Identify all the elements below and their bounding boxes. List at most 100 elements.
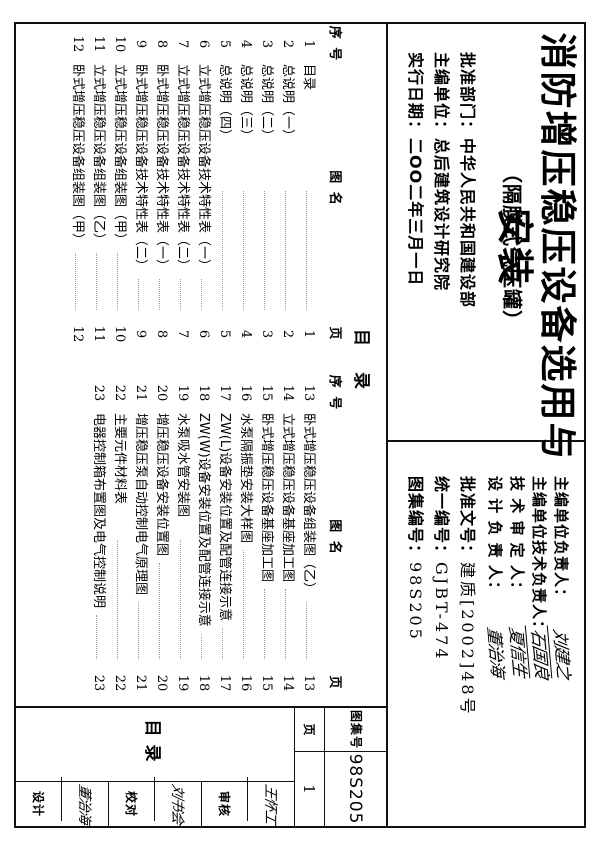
atlas-number-label: 图集号 [325,708,386,752]
toc-seq: 9 [133,39,148,49]
toc-row[interactable]: 17 ZW(L)设备安装位置及配管连接示意 17 [217,373,239,704]
toc-name: 总说明（一） [280,64,295,143]
unified-no-row: 统一编号：GJBT-474 [428,476,454,717]
toc-name: 总说明（二） [259,64,274,143]
effective-date-row: 实行日期：二OO二年三月一日 [402,52,428,308]
toc-page: 2 [280,329,295,339]
toc-name: 卧式增压稳压设备技术特性表（二） [133,64,148,273]
toc-heading: 目 录 [351,329,371,399]
toc-seq: 21 [133,384,148,402]
toc-seq: 3 [259,39,274,49]
toc-row[interactable]: 14 立式增压稳压设备基座加工图 14 [280,373,302,704]
toc-row[interactable]: 18 ZW(W)设备安装位置及配管连接示意 18 [196,373,218,704]
toc-page: 1 [301,329,316,339]
approval-doc-no-label: 批准文号： [458,476,477,562]
toc-leader-dots [222,190,223,310]
effective-date-label: 实行日期： [406,52,426,138]
toc-page: 18 [196,674,211,692]
toc-leader-dots [264,589,265,659]
toc-column-left: 序 号 图 名 页 1 目录 1 2 总说明（一） 2 3 总说明（二） 3 4 总说明（三）… [70,24,346,355]
approval-meta-right: 批准文号：建质[2002]48号 统一编号：GJBT-474 图集编号：98S2… [402,476,480,717]
toc-seq: 10 [112,35,127,53]
toc-row[interactable]: 2 总说明（一） 2 [280,24,302,355]
toc-row[interactable]: 22 主要元件材料表 22 [112,373,134,704]
atlas-number-row: 图集号 98S205 [324,708,386,826]
toc-seq: 16 [238,384,253,402]
drawing-name: 目录 [16,708,294,782]
toc-page: 7 [175,329,190,339]
toc-name: 立式增压稳压设备技术特性表（一） [196,64,211,273]
toc-page: 9 [133,329,148,339]
toc-page: 5 [217,329,232,339]
toc-row[interactable]: 9 卧式增压稳压设备技术特性表（二） 9 [133,24,155,355]
toc-row[interactable]: 1 目录 1 [301,24,323,355]
toc-page: 15 [259,674,274,692]
title-block-body: 目录 王怀工 审核 刘书会 校对 董治海 设计 [16,708,294,831]
approval-dept-value: 中华人民共和国建设部 [458,138,477,309]
table-of-contents: 目 录 序 号 图 名 页 1 目录 1 2 总说明（一） 2 3 总说明（二） 3 4 总说… [14,24,386,704]
toc-row[interactable]: 15 卧式增压稳压设备基座加工图 15 [259,373,281,704]
toc-name: 总说明（四） [217,64,232,143]
toc-leader-dots [243,550,244,659]
toc-columns: 序 号 图 名 页 1 目录 1 2 总说明（一） 2 3 总说明（二） 3 4 总说明（三）… [70,24,346,704]
toc-name: 总说明（三） [238,64,253,143]
toc-leader-dots [75,253,76,310]
toc-column-right: 序 号 图 名 页 13 卧式增压稳压设备组装图（乙） 13 14 立式增压稳压设备基… [71,373,346,704]
toc-seq: 12 [70,35,85,53]
toc-row[interactable]: 23 电器控制箱布置图及电气控制说明 23 [91,373,113,704]
toc-header-page: 页 [327,326,342,342]
toc-row[interactable]: 19 水泵吸水管安装图 19 [175,373,197,704]
toc-name: 增压稳压泵自动控制电气原理图 [133,413,148,596]
signature-handwritten: 董治海 [61,777,108,831]
toc-row[interactable]: 16 水泵隔振垫安装大样图 16 [238,373,260,704]
toc-row[interactable]: 21 增压稳压泵自动控制电气原理图 21 [133,373,155,704]
signature-handwritten: 董治海 [482,625,508,678]
toc-page: 23 [91,674,106,692]
toc-row[interactable]: 20 增压稳压设备安装位置图 20 [154,373,176,704]
toc-row[interactable]: 10 立式增压稳压设备组装图（甲） 10 [112,24,134,355]
toc-row[interactable]: 3 总说明（二） 3 [259,24,281,355]
toc-page: 19 [175,674,190,692]
toc-seq: 23 [91,384,106,402]
signature-handwritten: 王怀工 [247,777,294,831]
toc-page: 22 [112,674,127,692]
toc-leader-dots [180,279,181,310]
approval-doc-no-row: 批准文号：建质[2002]48号 [454,476,480,717]
toc-header-seq: 序 号 [327,374,342,412]
toc-row[interactable]: 11 立式增压稳压设备组装图（乙） 11 [91,24,113,355]
toc-name: 电器控制箱布置图及电气控制说明 [91,413,106,609]
toc-row[interactable]: 6 立式增压稳压设备技术特性表（一） 6 [196,24,218,355]
toc-seq: 17 [217,384,232,402]
atlas-no-label: 图集编号： [406,476,426,562]
toc-leader-dots [264,190,265,310]
toc-name: 增压稳压设备安装位置图 [154,413,169,557]
toc-name: 立式增压稳压设备技术特性表（二） [175,64,190,273]
toc-name: ZW(W)设备安装位置及配管连接示意 [196,413,211,627]
toc-name: 水泵隔振垫安装大样图 [238,413,253,544]
toc-page: 8 [154,329,169,339]
toc-leader-dots [159,279,160,310]
toc-page: 14 [280,674,295,692]
toc-seq: 6 [196,39,211,49]
toc-row[interactable]: 7 立式增压稳压设备技术特性表（二） 7 [175,24,197,355]
toc-row[interactable]: 13 卧式增压稳压设备组装图（乙） 13 [301,373,323,704]
toc-row[interactable]: 12 卧式增压稳压设备组装图（甲） 12 [70,24,92,355]
page-number-row: 页 1 [294,708,324,826]
toc-page: 21 [133,674,148,692]
toc-row[interactable]: 8 卧式增压稳压设备技术特性表（一） 8 [154,24,176,355]
toc-name: 水泵吸水管安装图 [175,413,190,518]
toc-row[interactable]: 5 总说明（四） 5 [217,24,239,355]
responsible-row: 设 计 负 责 人： 董治海 [483,476,510,828]
toc-row[interactable]: 4 总说明（三） 4 [238,24,260,355]
toc-leader-dots [222,628,223,659]
toc-seq: 15 [259,384,274,402]
toc-seq: 11 [91,35,106,53]
toc-seq: 13 [301,384,316,402]
toc-page: 4 [238,329,253,339]
toc-page: 13 [301,674,316,692]
responsible-persons-block: 主编单位负责人：刘建之 主编单位技术负责人：石国良 技 术 审 定 人：夏信生 … [483,476,579,828]
toc-leader-dots [285,190,286,310]
atlas-no-value: 98S205 [406,562,426,642]
toc-leader-dots [243,190,244,310]
toc-seq: 14 [280,384,295,402]
